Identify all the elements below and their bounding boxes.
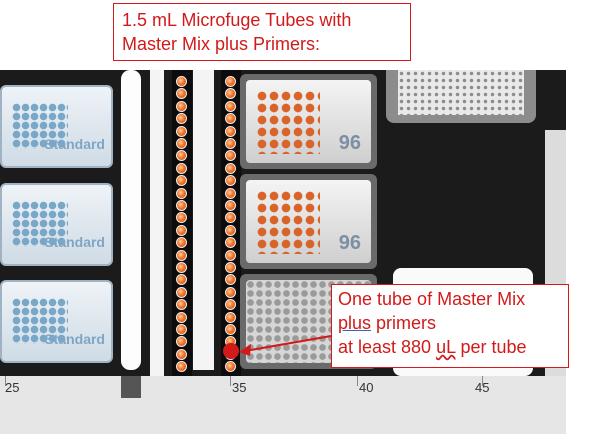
microfuge-tube[interactable] [176, 361, 187, 373]
microfuge-tube[interactable] [176, 175, 187, 187]
pcr-plate-1[interactable]: 96 [240, 74, 377, 169]
standard-plate-2[interactable]: Standard [0, 183, 113, 266]
filled-wells [256, 190, 320, 254]
callout-line: One tube of Master Mix [338, 289, 526, 309]
right-plate[interactable] [386, 70, 536, 123]
callout-word: uL [436, 337, 456, 357]
microfuge-tube[interactable] [176, 125, 187, 137]
microfuge-tube[interactable] [176, 187, 187, 199]
plate-format-label: 96 [338, 132, 361, 154]
deck-gap [193, 70, 214, 370]
ruler-label: 45 [475, 380, 490, 395]
microfuge-tube[interactable] [176, 224, 187, 236]
plate-surface: 96 [246, 180, 371, 263]
microfuge-tube[interactable] [176, 88, 187, 100]
standard-plate-1[interactable]: Standard [0, 85, 113, 168]
microfuge-tube[interactable] [176, 150, 187, 162]
microfuge-tube[interactable] [176, 324, 187, 335]
plate-label: Standard [44, 234, 105, 250]
microfuge-tube[interactable] [225, 224, 236, 236]
plate-wells [12, 103, 68, 149]
plate-wells [12, 298, 68, 344]
pcr-plate-2[interactable]: 96 [240, 174, 377, 269]
microfuge-tube[interactable] [176, 286, 187, 298]
microfuge-tube[interactable] [225, 262, 236, 273]
ruler-label: 40 [359, 380, 374, 395]
microfuge-tube[interactable] [176, 100, 187, 112]
callout-word: per tube [455, 337, 527, 357]
microfuge-tube[interactable] [176, 348, 187, 360]
microfuge-tube[interactable] [176, 249, 187, 261]
microfuge-tube[interactable] [225, 200, 236, 211]
microfuge-tube[interactable] [225, 113, 236, 125]
plate-format-label: 96 [338, 232, 361, 254]
deck-ruler: 25 35 40 45 [0, 376, 566, 434]
microfuge-tube[interactable] [176, 76, 187, 87]
selected-tube-marker [223, 343, 239, 359]
microfuge-tube[interactable] [176, 237, 187, 249]
microfuge-tube[interactable] [225, 88, 236, 100]
microfuge-tube[interactable] [225, 274, 236, 286]
ruler-tick [482, 376, 483, 386]
plate-surface: 96 [246, 80, 371, 163]
arrow-icon [239, 335, 332, 356]
microfuge-tube[interactable] [225, 237, 236, 249]
plate-wells [12, 201, 68, 247]
microfuge-tube[interactable] [225, 311, 236, 323]
microfuge-tube[interactable] [225, 162, 236, 174]
microfuge-tube[interactable] [176, 113, 187, 125]
microfuge-tube[interactable] [225, 76, 236, 87]
ruler-tick [357, 376, 358, 386]
callout-bottom: One tube of Master Mix plus primers at l… [331, 284, 569, 368]
callout-word: primers [371, 313, 437, 333]
callout-line: Master Mix plus Primers: [122, 34, 321, 54]
ruler-tick [230, 376, 231, 386]
ruler-label: 25 [5, 380, 20, 395]
microfuge-tube[interactable] [225, 212, 236, 224]
microfuge-tube[interactable] [176, 212, 187, 224]
microfuge-tube[interactable] [176, 274, 187, 286]
microfuge-tube[interactable] [225, 324, 236, 335]
microfuge-tube[interactable] [225, 138, 236, 149]
microfuge-tube[interactable] [176, 200, 187, 211]
microfuge-tube[interactable] [225, 361, 236, 373]
plate-label: Standard [44, 136, 105, 152]
microfuge-tube[interactable] [225, 125, 236, 137]
callout-line: plus primers [338, 311, 562, 335]
deck-gap [150, 70, 164, 376]
microfuge-tube[interactable] [176, 336, 187, 348]
plate-label: Standard [44, 331, 105, 347]
microfuge-tube[interactable] [225, 150, 236, 162]
callout-line: at least 880 uL per tube [338, 335, 562, 359]
microfuge-tube[interactable] [225, 187, 236, 199]
microfuge-tube[interactable] [176, 262, 187, 273]
microfuge-tube[interactable] [225, 299, 236, 311]
callout-top: 1.5 mL Microfuge Tubes with Master Mix p… [113, 3, 411, 61]
callout-line: 1.5 mL Microfuge Tubes with [122, 10, 352, 30]
microfuge-tube[interactable] [225, 286, 236, 298]
microfuge-tube[interactable] [176, 311, 187, 323]
microfuge-tube[interactable] [176, 138, 187, 149]
plate-wells [398, 70, 524, 115]
ruler-label: 35 [232, 380, 247, 395]
microfuge-tube[interactable] [176, 162, 187, 174]
ruler-tick [5, 376, 6, 386]
microfuge-tube[interactable] [225, 100, 236, 112]
microfuge-tube[interactable] [225, 249, 236, 261]
microfuge-tube[interactable] [225, 175, 236, 187]
microfuge-tube[interactable] [176, 299, 187, 311]
rail-foot [121, 376, 141, 398]
standard-plate-3[interactable]: Standard [0, 280, 113, 363]
filled-wells [256, 90, 320, 154]
callout-word: plus [338, 313, 372, 333]
carrier-rail [121, 70, 141, 370]
callout-word: at least 880 [338, 337, 437, 357]
